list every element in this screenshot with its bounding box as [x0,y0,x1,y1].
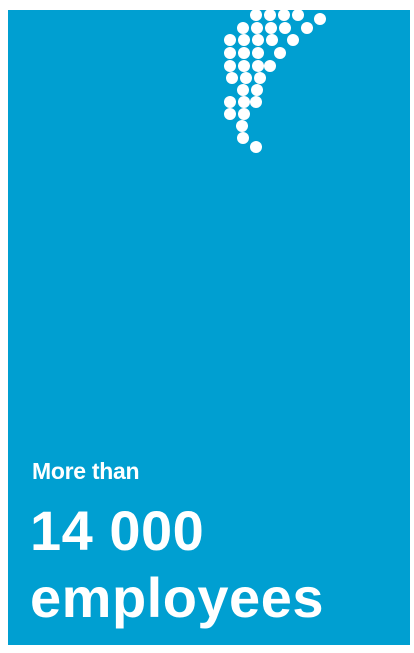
dot-map [8,10,410,170]
intro-text: More than [32,458,139,485]
label-text: employees [30,570,324,626]
figure-text: 14 000 [30,503,204,559]
info-card: More than 14 000 employees [8,10,410,645]
page: More than 14 000 employees (() => { cons… [0,0,414,653]
